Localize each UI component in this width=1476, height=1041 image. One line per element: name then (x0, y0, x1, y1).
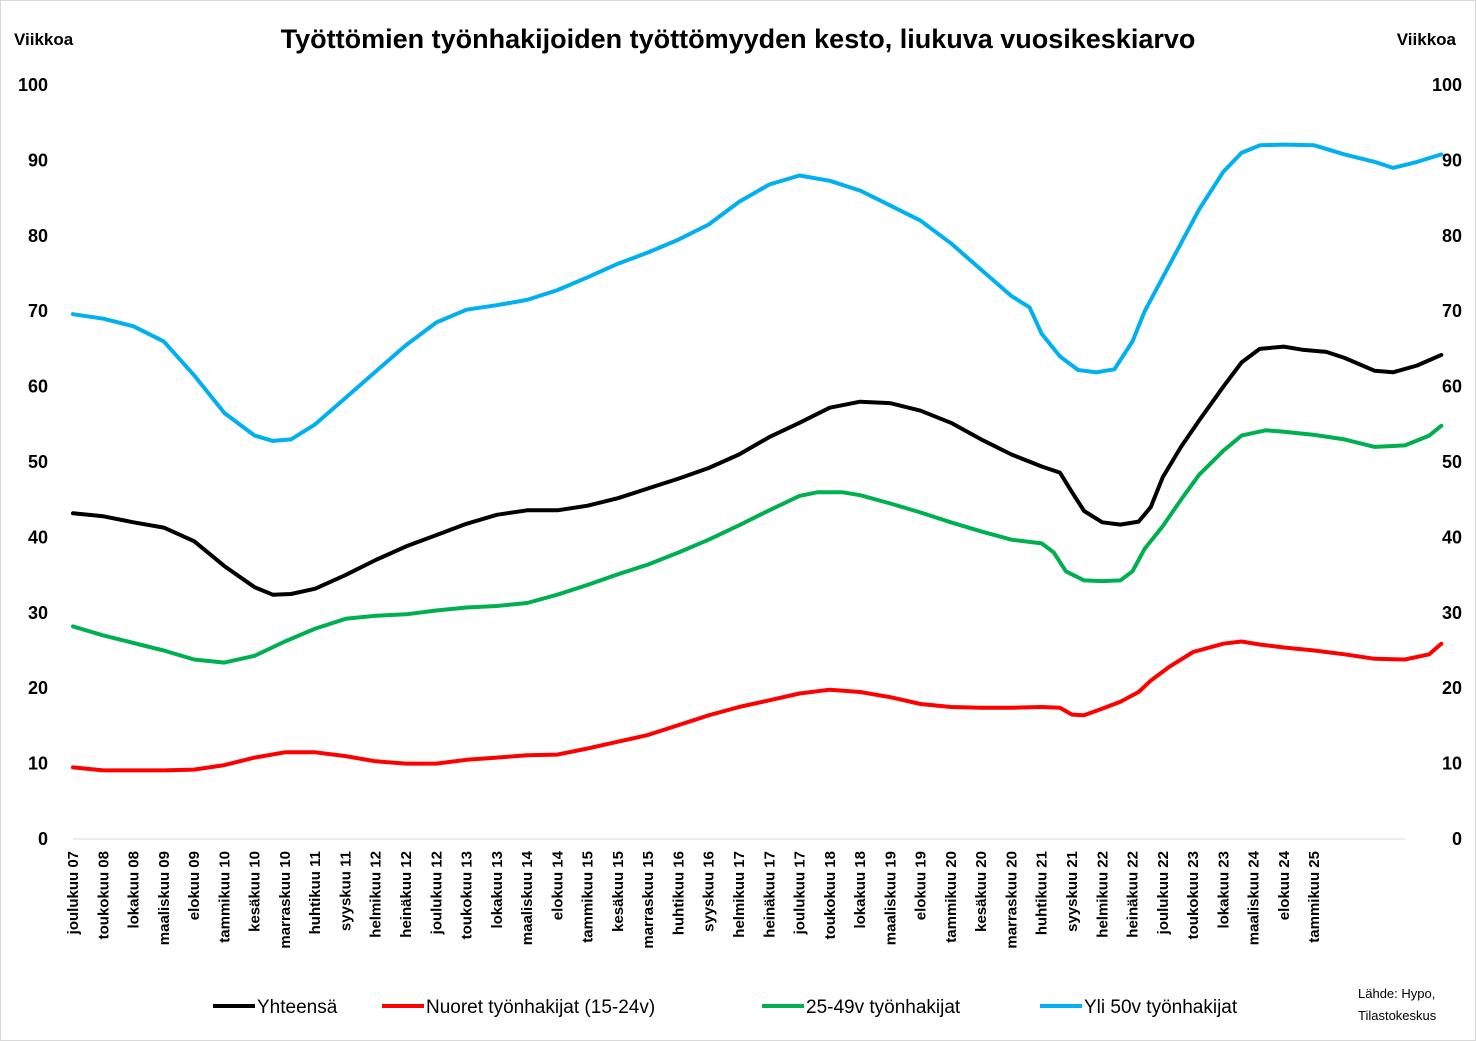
x-tick-label: lokakuu 08 (126, 851, 143, 929)
x-tick-label: lokakuu 23 (1215, 851, 1232, 929)
x-tick-label: huhtikuu 11 (307, 851, 324, 934)
x-tick-label: huhtikuu 21 (1034, 851, 1051, 935)
y-tick-label-right: 70 (1442, 301, 1462, 321)
series-lines (71, 142, 1444, 773)
series-line-1 (71, 639, 1444, 773)
x-tick-label: joulukuu 07 (65, 851, 82, 935)
x-tick-label: tammikuu 10 (216, 851, 233, 943)
x-tick-label: toukokuu 18 (822, 851, 839, 939)
x-tick-label: joulukuu 22 (1155, 851, 1172, 935)
right-y-axis: 0 10 20 30 40 50 60 70 80 90 100 (1432, 75, 1462, 849)
x-tick-label: maaliskuu 24 (1246, 850, 1263, 945)
x-tick-label: marraskuu 10 (277, 851, 294, 949)
chart-title: Työttömien työnhakijoiden työttömyyden k… (281, 24, 1196, 54)
legend: Yhteensä Nuoret työnhakijat (15-24v) 25-49… (213, 997, 1238, 1018)
x-tick-label: maaliskuu 19 (882, 851, 899, 945)
y-tick-label-right: 20 (1442, 678, 1462, 698)
y-tick-label-left: 90 (28, 150, 48, 170)
y-tick-label-right: 90 (1442, 150, 1462, 170)
series-line-3 (71, 142, 1444, 443)
y-tick-label-left: 20 (28, 678, 48, 698)
y-tick-label-left: 10 (28, 754, 48, 774)
legend-label-1: Nuoret työnhakijat (15-24v) (426, 997, 655, 1018)
legend-label-2: 25-49v työnhakijat (806, 997, 961, 1018)
right-axis-unit: Viikkoa (1397, 30, 1457, 49)
x-tick-label: marraskuu 20 (1003, 851, 1020, 949)
x-tick-label: helmikuu 12 (368, 851, 385, 938)
y-tick-label-left: 40 (28, 527, 48, 547)
x-tick-label: helmikuu 17 (731, 851, 748, 938)
left-y-axis: 0 10 20 30 40 50 60 70 80 90 100 (18, 75, 48, 849)
x-tick-label: lokakuu 13 (489, 851, 506, 929)
x-tick-label: elokuu 19 (913, 851, 930, 920)
x-tick-label: elokuu 24 (1276, 850, 1293, 920)
y-tick-label-right: 40 (1442, 527, 1462, 547)
y-tick-label-left: 60 (28, 377, 48, 397)
legend-label-3: Yli 50v työnhakijat (1084, 997, 1238, 1018)
x-tick-label: marraskuu 15 (640, 851, 657, 949)
source-note-line-2: Tilastokeskus (1358, 1008, 1437, 1023)
x-tick-label: syyskuu 11 (337, 851, 354, 931)
x-tick-label: heinäkuu 12 (398, 851, 415, 938)
left-axis-unit: Viikkoa (14, 30, 74, 49)
x-tick-label: toukokuu 13 (459, 851, 476, 939)
y-tick-label-left: 50 (28, 452, 48, 472)
x-tick-label: joulukuu 17 (792, 851, 809, 935)
x-tick-label: tammikuu 25 (1306, 851, 1323, 943)
x-axis: joulukuu 07 toukokuu 08 lokakuu 08 maalisku… (65, 850, 1323, 948)
x-tick-label: lokakuu 18 (852, 851, 869, 929)
x-tick-label: heinäkuu 22 (1125, 851, 1142, 938)
y-tick-label-left: 70 (28, 301, 48, 321)
x-tick-label: helmikuu 22 (1094, 851, 1111, 938)
y-tick-label-right: 50 (1442, 452, 1462, 472)
source-note-line-1: Lähde: Hypo, (1358, 986, 1435, 1001)
y-tick-label-right: 60 (1442, 377, 1462, 397)
x-tick-label: tammikuu 20 (943, 851, 960, 943)
legend-label-0: Yhteensä (257, 997, 338, 1018)
y-tick-label-left: 80 (28, 226, 48, 246)
x-tick-label: kesäkuu 20 (973, 851, 990, 932)
x-tick-label: tammikuu 15 (580, 851, 597, 943)
x-tick-label: elokuu 09 (186, 851, 203, 920)
y-tick-label-left: 100 (18, 75, 48, 95)
x-tick-label: kesäkuu 10 (247, 851, 264, 932)
x-tick-label: heinäkuu 17 (761, 851, 778, 938)
x-tick-label: elokuu 14 (549, 850, 566, 920)
x-tick-label: toukokuu 23 (1185, 851, 1202, 939)
x-tick-label: toukokuu 08 (95, 851, 112, 939)
y-tick-label-left: 30 (28, 603, 48, 623)
y-tick-label-right: 30 (1442, 603, 1462, 623)
series-line-2 (71, 423, 1444, 665)
x-tick-label: syyskuu 21 (1064, 851, 1081, 932)
x-tick-label: maaliskuu 09 (156, 851, 173, 945)
y-tick-label-right: 10 (1442, 754, 1462, 774)
y-tick-label-right: 0 (1452, 829, 1462, 849)
x-tick-label: maaliskuu 14 (519, 850, 536, 945)
x-tick-label: kesäkuu 15 (610, 851, 627, 932)
y-tick-label-right: 100 (1432, 75, 1462, 95)
y-tick-label-left: 0 (38, 829, 48, 849)
series-line-0 (71, 344, 1444, 597)
x-tick-label: huhtikuu 16 (670, 851, 687, 935)
x-tick-label: joulukuu 12 (428, 851, 445, 935)
x-tick-label: syyskuu 16 (701, 851, 718, 932)
y-tick-label-right: 80 (1442, 226, 1462, 246)
